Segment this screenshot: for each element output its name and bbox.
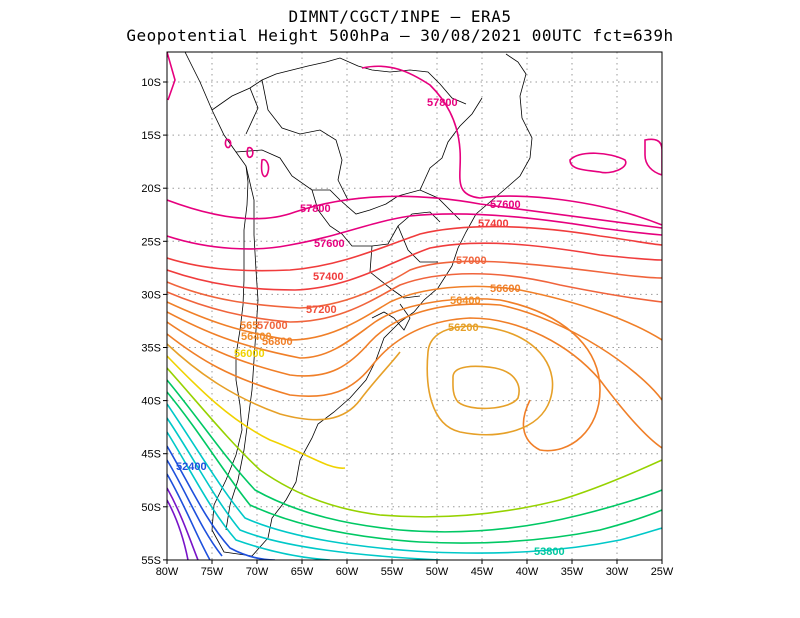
- title-line-2: Geopotential Height 500hPa – 30/08/2021 …: [126, 26, 674, 45]
- contour-line: [167, 225, 662, 272]
- label-52400: 52400: [176, 461, 207, 473]
- label-56200: 56200: [448, 322, 479, 334]
- contour-line: [167, 445, 276, 560]
- closed-contour: [246, 146, 254, 159]
- lon-tick-label: 80W: [156, 566, 179, 578]
- label-56400-west: 56400: [241, 331, 272, 343]
- lon-tick-label: 55W: [381, 566, 404, 578]
- contour-line: [167, 487, 199, 560]
- closed-contour: [569, 152, 627, 174]
- lon-tick-label: 45W: [471, 566, 494, 578]
- lat-tick-label: 15S: [141, 130, 161, 142]
- contour-line: [167, 195, 662, 229]
- contour-line: [167, 391, 662, 544]
- closed-contour: [224, 138, 232, 149]
- contour-line: [167, 303, 662, 401]
- contour-line: [167, 242, 662, 291]
- contour-line: [167, 343, 401, 421]
- label-57400-east: 57400: [478, 218, 509, 230]
- contour-line: [167, 431, 331, 560]
- label-57200: 57200: [306, 304, 337, 316]
- label-57000-west: 57000: [257, 320, 288, 332]
- closed-contour: [260, 158, 270, 178]
- label-57600-east: 57600: [490, 199, 521, 211]
- lat-tick-label: 35S: [141, 343, 161, 355]
- contour-line: [167, 317, 662, 449]
- contour-line: [167, 213, 662, 250]
- label-56000: 56000: [234, 348, 265, 360]
- lon-tick-label: 25W: [651, 566, 674, 578]
- contour-line: [167, 379, 662, 533]
- contour-line: [167, 459, 223, 557]
- lon-tick-label: 75W: [201, 566, 224, 578]
- lat-tick-label: 40S: [141, 396, 161, 408]
- closed-contour: [426, 325, 554, 436]
- contour-line: [167, 355, 346, 469]
- argentina-chile-border: [225, 165, 259, 531]
- label-56600: 56600: [490, 283, 521, 295]
- contour-line: [167, 367, 662, 518]
- label-53800: 53800: [534, 546, 565, 558]
- contour-line: [167, 403, 662, 554]
- map-frame: [166, 51, 663, 561]
- label-57000-east: 57000: [456, 255, 487, 267]
- lon-tick-label: 30W: [606, 566, 629, 578]
- contour-line: [167, 285, 662, 341]
- label-57600-west: 57600: [314, 238, 345, 250]
- lat-tick-label: 30S: [141, 289, 161, 301]
- label-57800-north: 57800: [427, 97, 458, 109]
- contour-line: [167, 52, 176, 101]
- lon-tick-label: 40W: [516, 566, 539, 578]
- closed-contour: [452, 365, 520, 410]
- label-57800-west: 57800: [300, 203, 331, 215]
- lon-tick-label: 50W: [426, 566, 449, 578]
- lon-tick-label: 60W: [336, 566, 359, 578]
- lon-tick-label: 70W: [246, 566, 269, 578]
- geopotential-contours: [167, 52, 662, 560]
- label-56800-west: 56800: [262, 336, 293, 348]
- closed-contour: [644, 138, 662, 176]
- contour-line: [361, 65, 662, 226]
- contour-line: [167, 417, 441, 560]
- contour-labels: 57800 57800 57600 57600 57400 57400 5720…: [176, 97, 565, 558]
- contour-line: [167, 499, 189, 560]
- label-56400-east: 56400: [450, 295, 481, 307]
- lat-tick-label: 20S: [141, 183, 161, 195]
- closed-contours: [224, 138, 662, 436]
- lat-tick-label: 10S: [141, 77, 161, 89]
- contour-line: [167, 273, 662, 323]
- lat-tick-label: 45S: [141, 449, 161, 461]
- label-57400-west: 57400: [313, 271, 344, 283]
- contour-line: [167, 473, 211, 560]
- lat-tick-label: 50S: [141, 502, 161, 514]
- lat-lon-grid: [167, 52, 662, 560]
- label-565-partial: 565: [240, 320, 258, 332]
- title-line-1: DIMNT/CGCT/INPE – ERA5: [288, 7, 512, 26]
- lon-tick-label: 65W: [291, 566, 314, 578]
- contour-line: [167, 260, 662, 309]
- south-america-coastline: [184, 52, 533, 557]
- lat-tick-label: 25S: [141, 236, 161, 248]
- lon-tick-label: 35W: [561, 566, 584, 578]
- lat-tick-label: 55S: [141, 555, 161, 567]
- contour-line: [167, 298, 601, 452]
